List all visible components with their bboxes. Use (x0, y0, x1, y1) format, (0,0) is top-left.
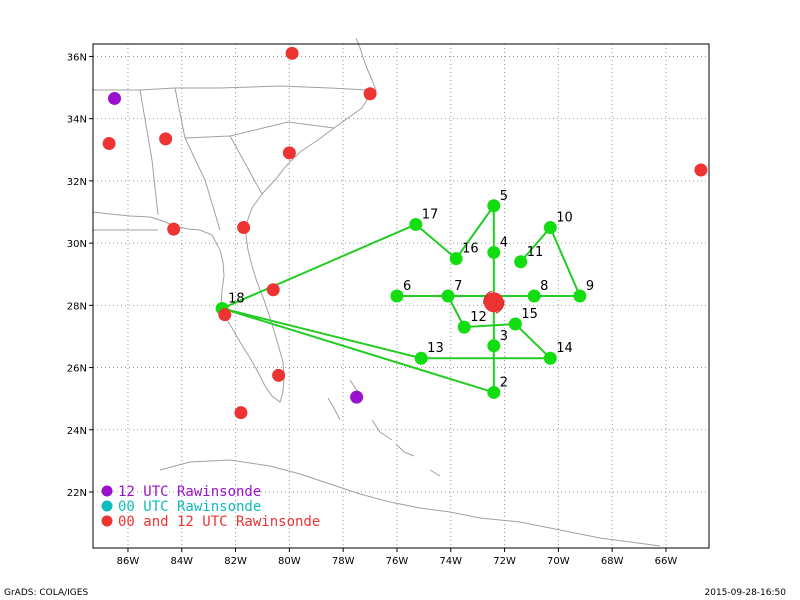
rawinsonde-both (363, 87, 377, 101)
lon-tick-label: 84W (170, 556, 193, 567)
legend-label: 00 UTC Rawinsonde (118, 499, 261, 515)
rawinsonde-both (266, 283, 280, 297)
waypoint-label: 5 (500, 189, 508, 204)
waypoint-marker (527, 289, 541, 303)
waypoint-label: 11 (527, 245, 544, 260)
lon-tick-label: 68W (601, 556, 624, 567)
legend-marker-utc00 (101, 500, 113, 512)
waypoint-marker (449, 252, 463, 266)
waypoint-marker (457, 320, 471, 334)
waypoint-label: 16 (462, 242, 479, 257)
lat-tick-label: 30N (67, 239, 87, 250)
waypoint-label: 13 (427, 341, 444, 356)
waypoints: 2 3 4 5 6 7 8 9 10 11 12 13 14 15 16 17 18 (215, 189, 594, 399)
rawinsonde-both (234, 406, 248, 420)
lon-tick-label: 72W (493, 556, 516, 567)
storm-symbol-arc (483, 290, 493, 305)
waypoint-marker (543, 351, 557, 365)
waypoint-label: 4 (500, 235, 508, 250)
rawinsonde-both (159, 132, 173, 146)
waypoint-marker (390, 289, 404, 303)
lon-tick-label: 74W (439, 556, 462, 567)
lon-tick-label: 86W (117, 556, 140, 567)
lat-tick-label: 28N (67, 301, 87, 312)
footer-credit: GrADS: COLA/IGES (4, 588, 89, 598)
waypoint-marker (573, 289, 587, 303)
legend-label: 12 UTC Rawinsonde (118, 484, 261, 500)
latitude-axis: 22N 24N 26N 28N 30N 32N 34N 36N (67, 52, 93, 499)
storm-center-dot (483, 292, 504, 313)
state-borders (93, 85, 369, 231)
lon-tick-label: 66W (655, 556, 678, 567)
waypoint-label: 6 (403, 279, 411, 294)
rawinsonde-both (237, 221, 251, 235)
rawinsonde-both (102, 137, 116, 151)
storm-center-marker (483, 290, 505, 314)
lon-tick-label: 78W (332, 556, 355, 567)
rawinsonde-both (285, 46, 299, 60)
map-frame (92, 43, 710, 549)
waypoint-label: 3 (500, 329, 508, 344)
waypoint-label: 9 (586, 279, 594, 294)
bahamas-coast (327, 379, 441, 477)
waypoint-label: 2 (500, 375, 508, 390)
lat-tick-label: 32N (67, 177, 87, 188)
lat-tick-label: 22N (67, 488, 87, 499)
waypoint-marker (414, 351, 428, 365)
waypoint-marker (409, 217, 423, 231)
waypoint-marker (543, 221, 557, 235)
lat-tick-label: 24N (67, 426, 87, 437)
lat-tick-label: 36N (67, 52, 87, 63)
waypoint-marker (514, 255, 528, 269)
longitude-axis: 86W 84W 82W 80W 78W 76W 74W 72W 70W 68W 66W (117, 548, 678, 567)
waypoint-marker (487, 385, 501, 399)
footer-timestamp: 2015-09-28-16:50 (704, 588, 787, 598)
lon-tick-label: 76W (386, 556, 409, 567)
legend-marker-both (101, 515, 113, 527)
waypoint-label: 17 (422, 207, 439, 222)
waypoint-marker (487, 199, 501, 213)
legend-label: 00 and 12 UTC Rawinsonde (118, 514, 320, 530)
storm-symbol-arc (495, 300, 505, 314)
rawinsonde-utc12 (350, 390, 364, 404)
cuba-coast (159, 459, 661, 547)
rawinsonde-both (272, 368, 286, 382)
rawinsonde-both (282, 146, 296, 160)
rawinsonde-utc12 (108, 91, 122, 105)
waypoint-label: 18 (228, 291, 245, 306)
rawinsonde-stations (102, 46, 708, 420)
waypoint-label: 14 (556, 341, 573, 356)
lon-tick-label: 82W (224, 556, 247, 567)
waypoint-label: 12 (470, 310, 487, 325)
legend-marker-utc12 (101, 485, 113, 497)
flight-track (218, 202, 582, 394)
waypoint-marker (487, 339, 501, 353)
lat-tick-label: 26N (67, 364, 87, 375)
waypoint-label: 7 (454, 279, 462, 294)
rawinsonde-both (218, 308, 232, 322)
us-coastline (92, 37, 377, 403)
waypoint-marker (487, 245, 501, 259)
waypoint-marker (508, 317, 522, 331)
waypoint-label: 8 (540, 279, 548, 294)
rawinsonde-both (694, 163, 708, 177)
lon-tick-label: 80W (278, 556, 301, 567)
lon-tick-label: 70W (547, 556, 570, 567)
lat-tick-label: 34N (67, 115, 87, 126)
waypoint-label: 10 (556, 211, 573, 226)
waypoint-marker (441, 289, 455, 303)
waypoint-label: 15 (521, 307, 538, 322)
rawinsonde-both (167, 222, 181, 236)
